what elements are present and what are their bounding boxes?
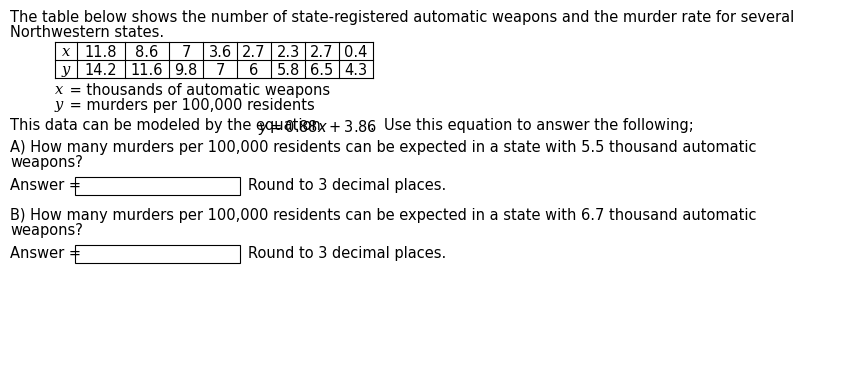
Text: Round to 3 decimal places.: Round to 3 decimal places.: [248, 178, 446, 193]
Text: B) How many murders per 100,000 residents can be expected in a state with 6.7 th: B) How many murders per 100,000 resident…: [10, 208, 757, 223]
Text: 8.6: 8.6: [136, 45, 158, 60]
Text: The table below shows the number of state-registered automatic weapons and the m: The table below shows the number of stat…: [10, 10, 794, 25]
Text: 14.2: 14.2: [85, 63, 118, 78]
Text: Northwestern states.: Northwestern states.: [10, 25, 164, 40]
Text: 4.3: 4.3: [344, 63, 368, 78]
Text: 2.7: 2.7: [242, 45, 266, 60]
Text: 7: 7: [215, 63, 225, 78]
Text: 7: 7: [182, 45, 190, 60]
Bar: [75, 177, 240, 195]
Text: weapons?: weapons?: [10, 223, 83, 238]
Text: .  Use this equation to answer the following;: . Use this equation to answer the follow…: [370, 118, 694, 133]
Text: 9.8: 9.8: [175, 63, 197, 78]
Text: y: y: [55, 98, 63, 112]
Text: $y = 0.88x + 3.86$: $y = 0.88x + 3.86$: [258, 118, 377, 137]
Text: 2.7: 2.7: [311, 45, 334, 60]
Text: weapons?: weapons?: [10, 155, 83, 170]
Text: This data can be modeled by the equation: This data can be modeled by the equation: [10, 118, 325, 133]
Text: 5.8: 5.8: [277, 63, 299, 78]
Text: 2.3: 2.3: [277, 45, 299, 60]
Text: A) How many murders per 100,000 residents can be expected in a state with 5.5 th: A) How many murders per 100,000 resident…: [10, 140, 757, 155]
Text: y: y: [62, 63, 70, 77]
Text: = murders per 100,000 residents: = murders per 100,000 residents: [65, 98, 315, 113]
Text: 11.8: 11.8: [85, 45, 118, 60]
Text: 0.4: 0.4: [344, 45, 368, 60]
Text: x: x: [62, 45, 70, 59]
Text: x: x: [55, 83, 63, 97]
Text: 6.5: 6.5: [311, 63, 334, 78]
Bar: [75, 245, 240, 263]
Text: = thousands of automatic weapons: = thousands of automatic weapons: [65, 83, 330, 98]
Text: 11.6: 11.6: [131, 63, 163, 78]
Text: 3.6: 3.6: [208, 45, 232, 60]
Text: Answer =: Answer =: [10, 178, 86, 193]
Text: Answer =: Answer =: [10, 246, 86, 261]
Text: 6: 6: [249, 63, 259, 78]
Text: Round to 3 decimal places.: Round to 3 decimal places.: [248, 246, 446, 261]
